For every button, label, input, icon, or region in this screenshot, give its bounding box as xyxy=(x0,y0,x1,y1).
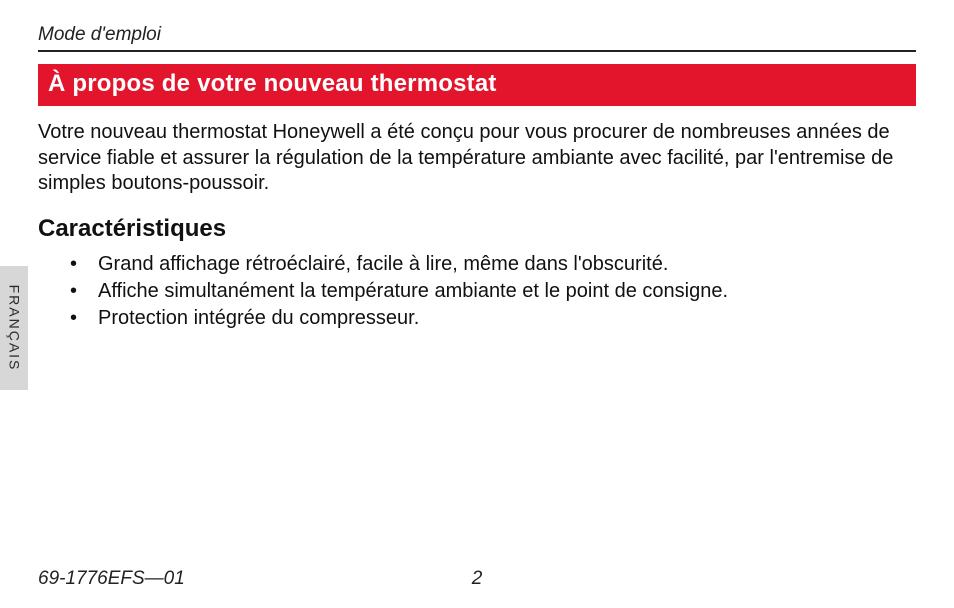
page-footer: 69-1776EFS—01 2 xyxy=(38,568,916,590)
intro-paragraph: Votre nouveau thermostat Honeywell a été… xyxy=(38,120,916,197)
section-title-bar: À propos de votre nouveau thermostat xyxy=(38,64,916,106)
list-item: Protection intégrée du compresseur. xyxy=(70,305,916,332)
list-item: Grand affichage rétroéclairé, facile à l… xyxy=(70,251,916,278)
header-rule xyxy=(38,50,916,52)
features-heading: Caractéristiques xyxy=(38,215,916,243)
header-label: Mode d'emploi xyxy=(38,24,916,46)
language-tab-label: FRANÇAIS xyxy=(6,285,22,372)
manual-page: Mode d'emploi À propos de votre nouveau … xyxy=(0,0,954,608)
list-item: Affiche simultanément la température amb… xyxy=(70,278,916,305)
features-list: Grand affichage rétroéclairé, facile à l… xyxy=(38,251,916,332)
language-tab: FRANÇAIS xyxy=(0,266,28,390)
document-id: 69-1776EFS—01 xyxy=(38,568,185,590)
page-number: 2 xyxy=(472,568,483,590)
